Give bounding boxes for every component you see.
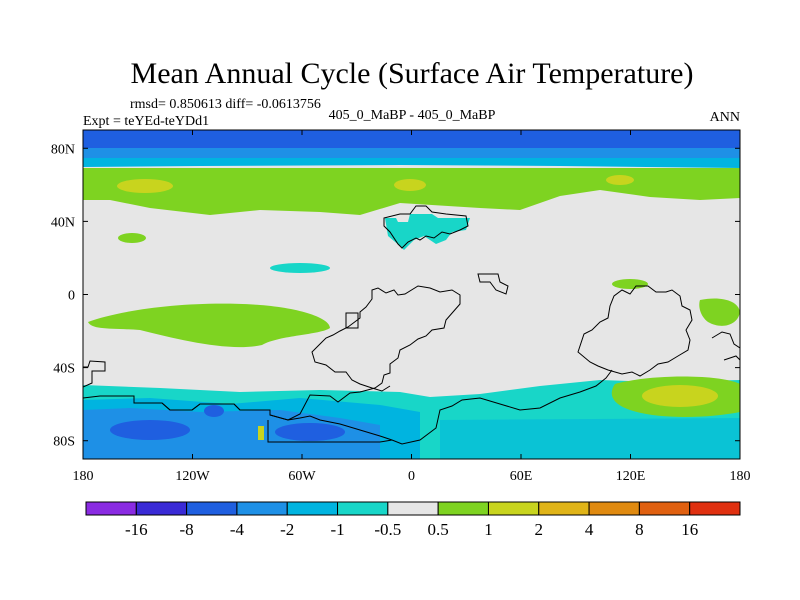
- season-label: ANN: [710, 110, 740, 125]
- antarctic-strong-1: [110, 420, 190, 440]
- south-pacific-warm: [88, 303, 330, 348]
- colorbar-swatch: [538, 501, 590, 516]
- arctic-band-edge: [83, 158, 740, 168]
- x-tick-label: 60E: [510, 469, 533, 484]
- axis-ticks: 180 120W 60W 0 60E 120E 180 80N 40N 0 40S 80S: [51, 130, 751, 484]
- y-tick-label: 80N: [51, 142, 75, 157]
- experiment-label: Expt = teYEd-teYDd1: [83, 114, 209, 129]
- colorbar-label: 1: [484, 520, 493, 539]
- coastline-east-islands: [711, 331, 740, 361]
- y-tick-label: 80S: [53, 435, 75, 450]
- indian-pacific-warm-core: [642, 385, 718, 407]
- coastline-island: [345, 312, 359, 329]
- mediterranean-cool: [385, 214, 470, 250]
- rmsd-diff-label: rmsd= 0.850613 diff= -0.0613756: [130, 97, 321, 112]
- colorbar-label: 0.5: [428, 520, 449, 539]
- coastline-asia-australia: [577, 285, 693, 377]
- colorbar-label: 2: [535, 520, 544, 539]
- antarctic-warm-spot: [258, 426, 264, 440]
- y-tick-label: 40S: [53, 362, 75, 377]
- x-tick-label: 120E: [616, 469, 646, 484]
- colorbar: -16 -8 -4 -2 -1 -0.5 0.5 1 2 4 8 16: [85, 501, 741, 539]
- x-tick-label: 60W: [288, 469, 316, 484]
- tropical-cool-streak: [270, 263, 330, 273]
- x-tick-label: 120W: [175, 469, 210, 484]
- indonesia-warm: [612, 279, 648, 289]
- colorbar-swatch: [186, 501, 238, 516]
- colorbar-label: 4: [585, 520, 594, 539]
- y-tick-label: 40N: [51, 215, 75, 230]
- coastline-small-land: [477, 273, 509, 295]
- colorbar-label: -1: [330, 520, 344, 539]
- nh-warm-patch-3: [606, 175, 634, 185]
- colorbar-label: -8: [180, 520, 194, 539]
- chart-title: Mean Annual Cycle (Surface Air Temperatu…: [131, 57, 694, 90]
- x-tick-label: 180: [73, 469, 94, 484]
- colorbar-label: -4: [230, 520, 245, 539]
- coastline-europe: [383, 205, 469, 249]
- y-tick-label: 0: [68, 289, 75, 304]
- colorbar-label: -16: [125, 520, 148, 539]
- colorbar-swatch: [135, 501, 188, 516]
- coastline-antarctic-inlet: [267, 420, 393, 443]
- colorbar-swatch: [437, 501, 489, 516]
- map-field: [83, 130, 740, 459]
- nh-green-blob: [118, 233, 146, 243]
- colorbar-swatch: [286, 501, 339, 516]
- colorbar-label: 8: [635, 520, 644, 539]
- colorbar-swatch: [387, 501, 439, 516]
- antarctic-strong-3: [204, 405, 224, 417]
- antarctic-cool-east: [440, 418, 740, 459]
- colorbar-swatch: [85, 501, 137, 516]
- antarctic-strong-2: [275, 423, 345, 441]
- nh-midlat-warm: [83, 168, 740, 215]
- colorbar-swatch: [588, 501, 640, 516]
- colorbar-label: -2: [280, 520, 294, 539]
- colorbar-label: -0.5: [374, 520, 401, 539]
- nh-warm-patch-2: [394, 179, 426, 191]
- x-tick-label: 0: [408, 469, 415, 484]
- colorbar-swatch: [638, 501, 691, 516]
- colorbar-swatch: [487, 501, 540, 516]
- x-tick-label: 180: [730, 469, 751, 484]
- colorbar-swatch: [236, 501, 288, 516]
- east-pacific-warm: [699, 298, 740, 326]
- nh-warm-patch-1: [117, 179, 173, 193]
- colorbar-swatch: [337, 501, 389, 516]
- colorbar-label: 16: [681, 520, 698, 539]
- comparison-label: 405_0_MaBP - 405_0_MaBP: [329, 108, 496, 123]
- coastline-antarctica: [83, 369, 613, 445]
- arctic-band-mid: [83, 148, 740, 158]
- colorbar-swatch: [689, 501, 741, 516]
